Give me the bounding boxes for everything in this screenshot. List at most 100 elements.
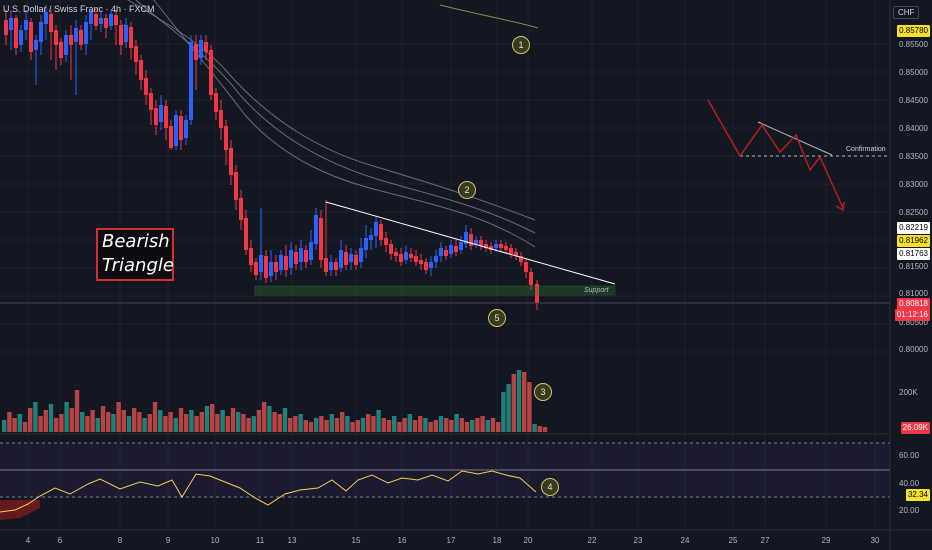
currency-button[interactable]: CHF [893, 6, 920, 19]
volume-bar [454, 414, 459, 432]
candle-body [104, 18, 108, 28]
candle-body [299, 248, 303, 262]
volume-bar [277, 414, 282, 432]
candle-body [414, 256, 418, 262]
candle-body [374, 222, 378, 236]
volume-bar [366, 414, 371, 432]
candle-body [429, 262, 433, 268]
volume-bar [464, 422, 470, 432]
last-price-label: 0.85780 [897, 25, 930, 37]
volume-bar [220, 410, 225, 432]
rsi-tick: 40.00 [899, 479, 920, 488]
rsi-value-label: 32.34 [905, 489, 930, 501]
volume-bar [459, 418, 464, 432]
volume-bar [210, 404, 215, 432]
volume-bar [215, 414, 220, 432]
candle-body [529, 272, 533, 285]
time-tick: 27 [760, 536, 770, 545]
candle-body [109, 14, 113, 26]
volume-bar [189, 410, 194, 432]
volume-bar [527, 382, 532, 432]
candle-body [489, 246, 493, 250]
ma-value-label: 0.81962 [897, 235, 930, 247]
volume-bar [412, 420, 418, 432]
time-tick: 18 [492, 536, 502, 545]
marker-badge-2: 2 [458, 181, 476, 199]
symbol-title[interactable]: U.S. Dollar / Swiss Franc · 4h · FXCM [3, 4, 155, 14]
volume-bar [256, 410, 262, 432]
volume-bar [319, 416, 324, 432]
volume-bar [511, 374, 516, 432]
time-tick: 11 [255, 536, 265, 545]
volume-bar [324, 420, 329, 432]
volume-bar [69, 408, 74, 432]
candle-body [264, 256, 268, 278]
price-tick: 0.85500 [899, 40, 928, 49]
candle-body [49, 14, 53, 32]
volume-bar [496, 422, 501, 432]
volume-bar [522, 372, 527, 432]
candle-body [514, 252, 518, 256]
volume-bar [506, 384, 511, 432]
volume-bar [95, 418, 100, 432]
candle-body [309, 242, 313, 260]
time-tick: 23 [633, 536, 643, 545]
candle-body [69, 35, 73, 45]
price-tick: 0.81000 [899, 289, 928, 298]
candle-body [169, 126, 173, 148]
price-tick: 0.83000 [899, 180, 928, 189]
pattern-title-line-1: Bearish [102, 231, 170, 252]
candle-body [369, 235, 373, 240]
volume-bar [204, 406, 210, 432]
volume-bar [173, 418, 178, 432]
candle-body [269, 262, 273, 276]
rsi-line [0, 470, 537, 513]
rsi-panel [0, 442, 890, 520]
volume-bar [386, 420, 392, 432]
ma-line [127, 0, 536, 221]
volume-bar [17, 414, 22, 432]
time-tick: 22 [587, 536, 597, 545]
ma-value-label: 0.81763 [897, 248, 930, 260]
volume-bar [407, 414, 412, 432]
volume-bar [272, 412, 277, 432]
pattern-title-box: Bearish Triangle [96, 228, 174, 281]
volume-bar [147, 414, 152, 432]
price-tick: 0.82500 [899, 208, 928, 217]
candle-body [149, 93, 153, 110]
candle-body [89, 12, 93, 24]
volume-bar [470, 420, 475, 432]
rsi-oversold-fill [0, 500, 40, 520]
candle-body [124, 25, 128, 42]
time-tick: 6 [57, 536, 63, 545]
candle-body [444, 250, 448, 256]
candle-body [499, 244, 503, 248]
volume-bar [132, 408, 137, 432]
price-tick: 0.83500 [899, 152, 928, 161]
candle-body [379, 224, 383, 240]
candle-body [249, 248, 253, 265]
candle-body [464, 232, 468, 244]
time-tick: 8 [117, 536, 123, 545]
candle-body [259, 255, 263, 272]
volume-bar [262, 402, 267, 432]
volume-bar [485, 420, 490, 432]
candle-body [199, 40, 203, 58]
time-tick: 29 [821, 536, 831, 545]
time-tick: 10 [210, 536, 220, 545]
candle-body [19, 30, 23, 45]
candle-body [329, 262, 333, 270]
marker-badge-4: 4 [541, 478, 559, 496]
volume-bar [516, 370, 522, 432]
time-tick: 25 [728, 536, 738, 545]
candle-body [439, 248, 443, 256]
candle-body [184, 120, 188, 138]
candle-body [234, 172, 238, 200]
price-tick: 0.81500 [899, 262, 928, 271]
volume-bar [33, 402, 38, 432]
volume-bar [121, 410, 126, 432]
candle-body [294, 252, 298, 264]
projection-trendline [757, 121, 833, 156]
candle-body [304, 250, 308, 262]
